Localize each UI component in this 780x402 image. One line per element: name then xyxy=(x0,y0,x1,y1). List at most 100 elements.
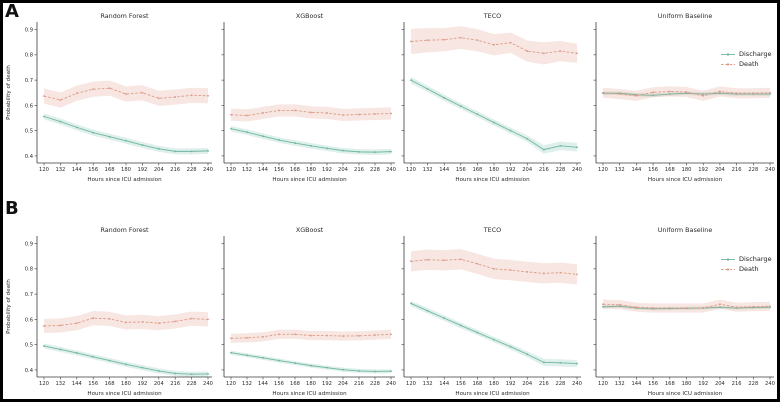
x-tick-label: 204 xyxy=(154,381,165,387)
death-marker xyxy=(358,335,360,337)
discharge-marker xyxy=(559,362,562,364)
death-marker xyxy=(702,94,704,97)
death-marker xyxy=(543,272,545,275)
x-tick-label: 180 xyxy=(121,167,131,173)
y-tick-label: 0.4 xyxy=(25,154,34,160)
discharge-marker xyxy=(141,366,144,369)
death-marker xyxy=(635,94,638,97)
discharge-marker xyxy=(190,150,193,153)
discharge-marker xyxy=(493,121,495,124)
x-tick-label: 228 xyxy=(187,381,197,387)
legend-label: Death xyxy=(739,60,759,68)
death-marker xyxy=(576,273,578,276)
discharge-marker xyxy=(476,331,479,334)
death-marker xyxy=(719,90,721,93)
discharge-marker xyxy=(294,362,296,364)
x-tick-label: 132 xyxy=(423,167,433,173)
death-marker xyxy=(246,337,248,339)
discharge-confidence-band xyxy=(44,113,208,155)
death-marker xyxy=(174,320,176,323)
discharge-marker xyxy=(92,131,94,134)
death-marker xyxy=(526,50,528,52)
chart-a-teco: TECO 120 132 144 156 168 180 192 204 216 228 240 Hou… xyxy=(401,12,582,183)
discharge-confidence-band xyxy=(411,76,577,154)
x-tick-label: 240 xyxy=(386,167,396,173)
death-marker xyxy=(92,88,94,91)
discharge-marker xyxy=(509,345,512,348)
discharge-confidence-band xyxy=(231,350,391,374)
death-marker xyxy=(342,114,344,116)
death-marker xyxy=(669,90,671,93)
death-marker xyxy=(685,307,688,309)
death-marker xyxy=(602,91,604,94)
x-tick-label: 180 xyxy=(306,167,316,173)
discharge-marker xyxy=(294,142,296,144)
death-marker xyxy=(207,318,209,321)
discharge-marker xyxy=(719,92,721,95)
discharge-marker xyxy=(174,150,176,153)
x-tick-label: 192 xyxy=(137,381,147,387)
discharge-marker xyxy=(278,139,280,141)
y-tick-label: 0.7 xyxy=(25,78,33,84)
discharge-marker xyxy=(108,359,111,362)
discharge-marker xyxy=(602,305,604,308)
death-marker xyxy=(358,113,360,116)
x-tick-label: 144 xyxy=(258,381,269,387)
x-tick-label: 120 xyxy=(226,381,236,387)
death-marker xyxy=(125,321,127,324)
discharge-marker xyxy=(278,359,280,362)
x-tick-label: 132 xyxy=(242,381,252,387)
x-tick-label: 168 xyxy=(665,381,675,387)
x-tick-label: 120 xyxy=(226,167,236,173)
death-marker xyxy=(326,112,328,114)
death-marker xyxy=(752,305,755,308)
discharge-marker xyxy=(635,93,638,96)
x-tick-label: 228 xyxy=(370,381,380,387)
discharge-marker xyxy=(326,147,328,150)
discharge-marker xyxy=(443,317,445,319)
death-marker xyxy=(618,93,621,95)
discharge-marker xyxy=(190,373,193,376)
x-tick-label: 180 xyxy=(489,167,499,173)
discharge-marker xyxy=(769,93,771,95)
x-tick-label: 156 xyxy=(456,167,466,173)
death-marker xyxy=(752,92,755,95)
x-tick-label: 180 xyxy=(121,381,131,387)
x-tick-label: 228 xyxy=(748,381,758,387)
death-marker xyxy=(190,317,193,320)
chart-b-xgboost: XGBoost 120 132 144 156 168 180 192 204 216 228 240… xyxy=(221,226,396,397)
x-tick-label: 168 xyxy=(472,167,482,173)
discharge-marker xyxy=(576,146,578,149)
x-tick-label: 120 xyxy=(598,381,608,387)
x-tick-label: 180 xyxy=(489,381,499,387)
x-tick-label: 168 xyxy=(290,167,300,173)
discharge-marker xyxy=(526,137,528,140)
death-legend-glyph-icon xyxy=(721,268,735,270)
death-marker xyxy=(509,41,512,44)
discharge-marker xyxy=(59,348,62,351)
x-tick-label: 180 xyxy=(682,167,692,173)
x-tick-label: 156 xyxy=(88,381,98,387)
discharge-confidence-band xyxy=(603,91,770,98)
legend-item-death: Death xyxy=(720,265,772,273)
death-marker xyxy=(59,99,62,101)
death-marker xyxy=(669,307,671,309)
death-marker xyxy=(685,91,688,93)
death-marker xyxy=(230,113,232,116)
x-tick-label: 204 xyxy=(338,381,349,387)
discharge-marker xyxy=(342,149,344,152)
discharge-marker xyxy=(310,364,312,367)
x-tick-label: 216 xyxy=(354,381,364,387)
death-marker xyxy=(390,333,392,336)
x-tick-label: 144 xyxy=(631,381,642,387)
death-marker xyxy=(207,94,209,97)
death-marker xyxy=(278,109,280,112)
discharge-marker xyxy=(310,145,312,147)
x-tick-label: 192 xyxy=(137,167,147,173)
discharge-marker xyxy=(543,361,545,364)
x-tick-label: 180 xyxy=(306,381,316,387)
x-tick-label: 216 xyxy=(170,381,180,387)
discharge-marker xyxy=(262,135,264,138)
x-tick-label: 216 xyxy=(354,167,364,173)
death-line xyxy=(230,333,392,339)
